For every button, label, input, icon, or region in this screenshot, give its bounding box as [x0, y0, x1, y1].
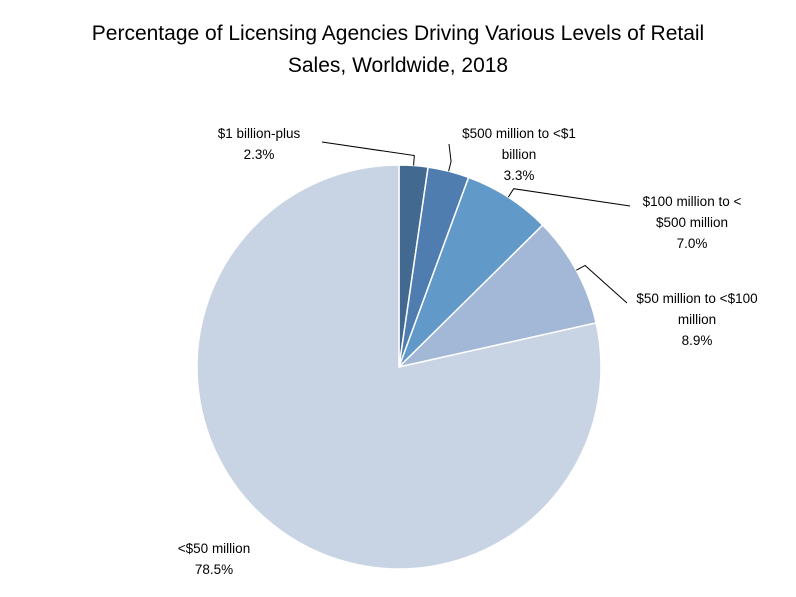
pie-slice: [196, 164, 602, 570]
leader-line: [507, 188, 631, 207]
leader-line: [448, 143, 452, 172]
slice-value-label: 2.3%: [244, 147, 275, 162]
slice-labels: $1 billion-plus 2.3% $500 million to <$1 bi…: [178, 126, 758, 577]
pie-slice: [396, 224, 598, 369]
slice-value-label: 7.0%: [677, 236, 708, 251]
slice-category-label: <$50 million: [178, 541, 250, 556]
chart-title: Percentage of Licensing Agencies Driving…: [0, 18, 796, 82]
leader-lines: [321, 141, 631, 304]
leader-line: [576, 264, 628, 304]
slice-category-label: $1 billion-plus: [218, 126, 301, 141]
chart-title-line-1: Percentage of Licensing Agencies Driving…: [91, 22, 705, 45]
slice-value-label: 78.5%: [195, 562, 233, 577]
slice-category-label: billion: [502, 147, 537, 162]
chart-title-line-2: Sales, Worldwide, 2018: [287, 54, 509, 77]
slice-category-label: million: [678, 312, 716, 327]
slice-value-label: 8.9%: [682, 333, 713, 348]
leader-line: [321, 141, 415, 166]
pie-slices: [196, 164, 602, 570]
slice-category-label: $50 million to <$100: [636, 291, 757, 306]
slice-category-label: $500 million: [656, 215, 728, 230]
slice-category-label: $500 million to <$1: [462, 126, 576, 141]
slice-value-label: 3.3%: [504, 168, 535, 183]
slice-category-label: $100 million to <: [643, 194, 742, 209]
